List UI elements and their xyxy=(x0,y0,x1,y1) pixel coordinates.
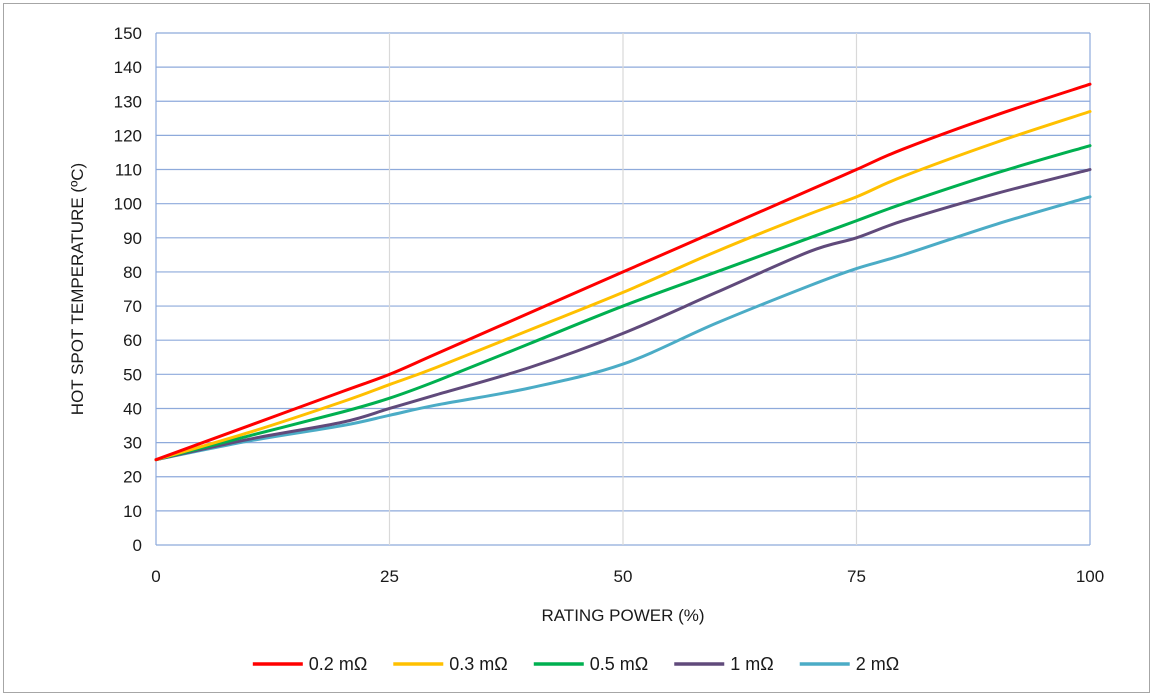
y-tick-label: 70 xyxy=(123,297,142,316)
x-axis-title: RATING POWER (%) xyxy=(541,606,704,625)
chart-frame xyxy=(3,3,1150,693)
y-tick-label: 130 xyxy=(114,92,142,111)
y-tick-label: 150 xyxy=(114,24,142,43)
y-tick-label: 30 xyxy=(123,434,142,453)
series-line xyxy=(154,110,1092,462)
series-lines xyxy=(154,82,1092,462)
y-tick-label: 50 xyxy=(123,365,142,384)
y-tick-label: 40 xyxy=(123,399,142,418)
x-tick-labels: 0 25 50 75 100 xyxy=(151,567,1104,586)
y-tick-label: 120 xyxy=(114,126,142,145)
y-tick-label: 60 xyxy=(123,331,142,350)
y-tick-label: 110 xyxy=(115,161,142,180)
y-tick-label: 0 xyxy=(133,536,142,555)
legend-label: 0.3 mΩ xyxy=(449,654,507,674)
legend-label: 1 mΩ xyxy=(730,654,773,674)
x-tick-label: 75 xyxy=(847,567,866,586)
x-tick-label: 0 xyxy=(151,567,160,586)
legend-label: 0.5 mΩ xyxy=(590,654,648,674)
y-tick-label: 140 xyxy=(114,58,142,77)
x-gridlines xyxy=(388,33,858,545)
y-tick-labels: 0 10 20 30 40 50 60 70 80 90 100 110 120 130 140 150 xyxy=(114,24,142,555)
legend: 0.2 mΩ 0.3 mΩ 0.5 mΩ 1 mΩ 2 mΩ xyxy=(252,654,899,674)
legend-item: 1 mΩ xyxy=(674,654,774,674)
x-tick-label: 100 xyxy=(1076,567,1104,586)
series-line xyxy=(154,82,1092,462)
series-line xyxy=(154,168,1092,462)
y-tick-label: 100 xyxy=(114,195,142,214)
y-tick-label: 20 xyxy=(123,468,142,487)
x-tick-label: 25 xyxy=(380,567,399,586)
legend-label: 0.2 mΩ xyxy=(309,654,367,674)
legend-label: 2 mΩ xyxy=(856,654,899,674)
x-tick-label: 50 xyxy=(614,567,633,586)
legend-item: 0.3 mΩ xyxy=(393,654,508,674)
series-line xyxy=(154,144,1092,462)
series-line xyxy=(154,195,1092,462)
y-tick-label: 80 xyxy=(123,263,142,282)
legend-item: 2 mΩ xyxy=(799,654,899,674)
y-axis-title: HOT SPOT TEMPERATURE (ºC) xyxy=(68,163,87,415)
legend-item: 0.5 mΩ xyxy=(533,654,648,674)
legend-item: 0.2 mΩ xyxy=(252,654,367,674)
y-tick-label: 90 xyxy=(123,229,142,248)
y-tick-label: 10 xyxy=(123,502,142,521)
